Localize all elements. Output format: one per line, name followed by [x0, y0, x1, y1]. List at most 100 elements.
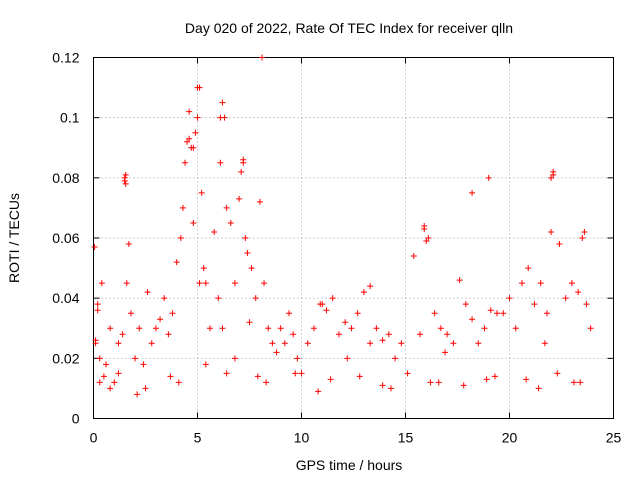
- data-point: [184, 138, 191, 145]
- data-point: [202, 361, 209, 368]
- data-point: [194, 84, 201, 91]
- data-point: [485, 174, 492, 181]
- data-point: [469, 189, 476, 196]
- data-point: [475, 340, 482, 347]
- data-point: [298, 370, 305, 377]
- data-point: [167, 373, 174, 380]
- x-tick-label: 10: [294, 430, 310, 446]
- data-point: [122, 180, 129, 187]
- data-point: [136, 325, 143, 332]
- data-point: [142, 385, 149, 392]
- data-point: [398, 340, 405, 347]
- data-point: [91, 244, 98, 251]
- data-point: [157, 316, 164, 323]
- data-point: [107, 385, 114, 392]
- data-point: [541, 340, 548, 347]
- data-point: [431, 310, 438, 317]
- data-point: [319, 301, 326, 308]
- data-point: [107, 325, 114, 332]
- axes: 0 5 10 15 20 25 0 0.02 0.04 0.06 0.08 0.1 0.12: [52, 50, 621, 446]
- data-point: [550, 171, 557, 178]
- data-point: [323, 307, 330, 314]
- data-point: [548, 228, 555, 235]
- data-point: [385, 331, 392, 338]
- data-point: [122, 171, 129, 178]
- data-point: [344, 355, 351, 362]
- data-point: [219, 99, 226, 106]
- data-point: [554, 370, 561, 377]
- data-point: [535, 385, 542, 392]
- data-point: [543, 310, 550, 317]
- data-point: [236, 195, 243, 202]
- data-point: [192, 129, 199, 136]
- data-point: [583, 301, 590, 308]
- data-point: [367, 340, 374, 347]
- data-point: [242, 235, 249, 241]
- data-point: [335, 331, 342, 338]
- data-point: [523, 376, 530, 383]
- data-point: [165, 331, 172, 338]
- y-tick-label: 0.04: [52, 290, 79, 306]
- data-point: [373, 325, 380, 332]
- data-point: [94, 301, 101, 308]
- data-point: [94, 307, 101, 314]
- data-point: [342, 319, 349, 326]
- data-point: [265, 325, 272, 332]
- data-point: [190, 144, 197, 151]
- data-point: [194, 114, 201, 121]
- x-tick-label: 15: [398, 430, 414, 446]
- data-point: [215, 295, 222, 302]
- data-point: [102, 361, 109, 368]
- data-point: [487, 307, 494, 314]
- data-point: [286, 310, 293, 317]
- x-axis-label: GPS time / hours: [296, 457, 403, 473]
- data-point: [577, 379, 584, 386]
- data-point: [423, 238, 430, 245]
- data-point: [123, 280, 130, 287]
- data-point: [231, 355, 238, 362]
- x-tick-label: 20: [502, 430, 518, 446]
- data-point: [200, 265, 207, 272]
- data-point: [269, 340, 276, 347]
- data-point: [531, 301, 538, 308]
- data-point: [491, 373, 498, 380]
- data-point: [115, 370, 122, 377]
- data-point: [263, 379, 270, 386]
- data-point: [186, 135, 193, 142]
- data-point: [254, 373, 261, 380]
- data-point: [148, 340, 155, 347]
- data-point: [481, 325, 488, 332]
- data-point: [506, 295, 513, 302]
- data-point: [556, 241, 563, 248]
- y-tick-label: 0.1: [60, 110, 80, 126]
- data-point: [98, 280, 105, 287]
- data-point: [294, 355, 301, 362]
- data-point: [92, 337, 99, 344]
- data-point: [404, 370, 411, 377]
- data-point: [425, 235, 432, 241]
- data-point: [392, 355, 399, 362]
- data-point: [483, 376, 490, 383]
- data-point: [367, 283, 374, 290]
- data-point: [456, 277, 463, 284]
- data-point: [231, 280, 238, 287]
- data-point: [217, 114, 224, 121]
- data-point: [140, 361, 147, 368]
- data-point: [132, 355, 139, 362]
- data-point: [579, 235, 586, 241]
- data-point: [127, 310, 134, 317]
- data-point: [469, 316, 476, 323]
- data-point: [100, 373, 107, 380]
- data-point: [261, 280, 268, 287]
- data-point: [258, 54, 265, 61]
- data-point: [387, 385, 394, 392]
- data-point: [310, 325, 317, 332]
- data-point: [119, 331, 126, 338]
- data-point: [273, 349, 280, 356]
- y-tick-label: 0: [72, 411, 80, 427]
- data-point: [281, 340, 288, 347]
- y-tick-label: 0.08: [52, 170, 79, 186]
- data-point: [500, 310, 507, 317]
- data-point: [219, 325, 226, 332]
